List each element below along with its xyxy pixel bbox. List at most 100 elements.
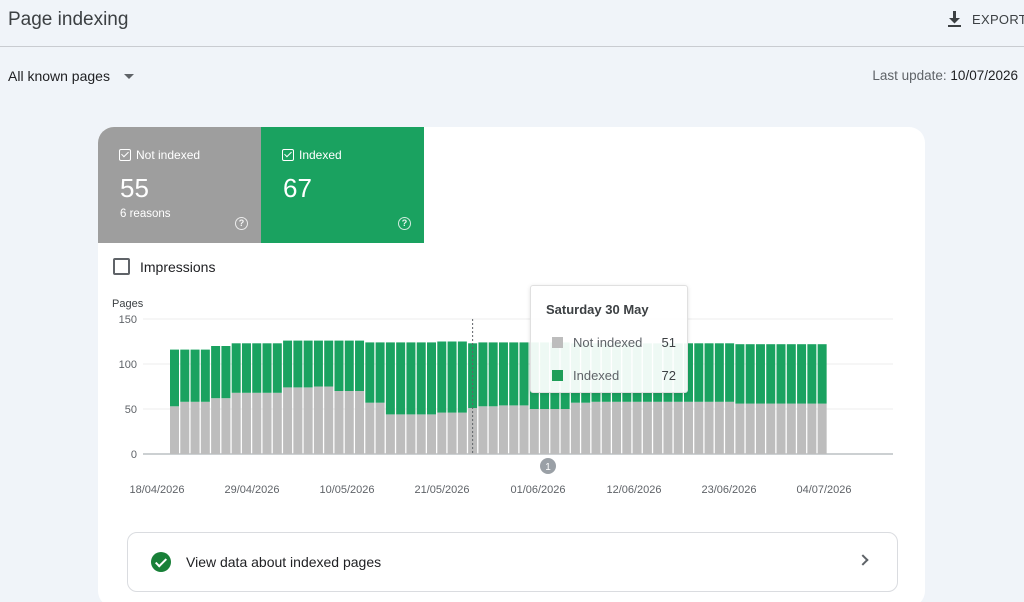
x-tick-label: 01/06/2026	[510, 484, 565, 496]
bar-indexed	[416, 342, 426, 415]
bar-not-indexed	[293, 387, 303, 454]
annotation-label: 1	[545, 462, 551, 473]
y-axis-label: Pages	[112, 298, 144, 310]
bar-indexed	[797, 344, 807, 404]
bar-indexed	[355, 340, 365, 391]
check-circle-icon	[151, 552, 171, 572]
bar-not-indexed	[416, 414, 426, 454]
indexed-swatch	[552, 370, 563, 381]
bar-not-indexed	[601, 401, 611, 454]
bar-not-indexed	[694, 401, 704, 454]
tooltip-value: 51	[661, 335, 676, 350]
bar-not-indexed	[704, 401, 714, 454]
bar-not-indexed	[303, 387, 313, 454]
bar-not-indexed	[540, 409, 550, 454]
bar-not-indexed	[766, 403, 776, 454]
x-tick-label: 04/07/2026	[796, 484, 851, 496]
tooltip-value: 72	[661, 368, 676, 383]
bar-not-indexed	[663, 401, 673, 454]
bar-not-indexed	[776, 403, 786, 454]
bar-not-indexed	[612, 401, 622, 454]
bar-not-indexed	[447, 412, 457, 454]
bar-not-indexed	[786, 403, 796, 454]
tooltip-title: Saturday 30 May	[546, 302, 649, 317]
bar-not-indexed	[437, 412, 447, 454]
help-icon[interactable]: ?	[398, 217, 411, 230]
tooltip-row-indexed: Indexed 72	[552, 368, 676, 383]
not-indexed-tile[interactable]: Not indexed 55 6 reasons ?	[98, 127, 261, 243]
bar-indexed	[519, 342, 529, 406]
bar-indexed	[396, 342, 406, 415]
x-tick-label: 18/04/2026	[129, 484, 184, 496]
bar-not-indexed	[365, 402, 375, 454]
bar-not-indexed	[457, 412, 467, 454]
bar-not-indexed	[560, 409, 570, 454]
bar-indexed	[488, 342, 498, 407]
page-title: Page indexing	[8, 9, 129, 30]
pages-filter-dropdown[interactable]: All known pages	[8, 68, 134, 84]
indexed-label: Indexed	[299, 148, 342, 162]
bar-not-indexed	[745, 403, 755, 454]
y-tick-label: 50	[125, 404, 137, 416]
bar-indexed	[447, 341, 457, 413]
bar-indexed	[365, 342, 375, 403]
bar-not-indexed	[797, 403, 807, 454]
last-update-date: 10/07/2026	[950, 68, 1018, 83]
bar-not-indexed	[252, 392, 262, 454]
bar-not-indexed	[190, 401, 200, 454]
bar-not-indexed	[170, 406, 179, 454]
bar-indexed	[427, 342, 436, 415]
bar-indexed	[324, 340, 334, 387]
bar-not-indexed	[498, 405, 508, 454]
y-tick-label: 100	[119, 359, 137, 371]
bar-not-indexed	[653, 401, 663, 454]
bar-indexed	[344, 340, 354, 391]
view-indexed-pages-link[interactable]: View data about indexed pages	[127, 532, 898, 592]
tooltip-label: Not indexed	[573, 335, 643, 350]
bar-not-indexed	[427, 414, 436, 454]
bar-not-indexed	[406, 414, 416, 454]
bar-indexed	[170, 349, 179, 407]
bar-indexed	[303, 340, 313, 388]
bar-not-indexed	[673, 401, 683, 454]
bar-indexed	[807, 344, 817, 404]
indexed-tile[interactable]: Indexed 67 ?	[261, 127, 424, 243]
impressions-checkbox[interactable]	[113, 258, 130, 275]
not-indexed-count: 55	[120, 173, 149, 203]
bar-not-indexed	[231, 392, 241, 454]
bar-indexed	[200, 349, 210, 402]
impressions-label: Impressions	[140, 258, 216, 275]
checkbox-checked-icon	[119, 149, 131, 161]
not-indexed-reasons: 6 reasons	[120, 208, 171, 220]
bar-indexed	[457, 341, 467, 413]
bar-not-indexed	[200, 401, 210, 454]
dropdown-arrow-icon	[123, 73, 134, 79]
bar-indexed	[498, 342, 508, 406]
help-icon[interactable]: ?	[235, 217, 248, 230]
bar-not-indexed	[283, 387, 293, 454]
bar-indexed	[817, 344, 827, 404]
bar-not-indexed	[324, 386, 334, 454]
view-indexed-label: View data about indexed pages	[186, 554, 382, 570]
annotation-marker	[540, 458, 556, 474]
bar-not-indexed	[262, 392, 272, 454]
not-indexed-swatch	[552, 337, 563, 348]
export-button[interactable]: EXPORT	[946, 8, 1024, 30]
impressions-toggle[interactable]: Impressions	[113, 258, 215, 275]
bar-indexed	[313, 340, 323, 387]
bar-not-indexed	[642, 401, 652, 454]
bar-not-indexed	[355, 391, 365, 454]
bar-not-indexed	[725, 401, 735, 454]
bar-not-indexed	[807, 403, 817, 454]
bar-indexed	[478, 342, 488, 407]
bar-not-indexed	[344, 391, 354, 454]
last-update: Last update: 10/07/2026	[872, 68, 1018, 83]
not-indexed-label: Not indexed	[136, 148, 201, 162]
report-card: Not indexed 55 6 reasons ? Indexed 67 ? …	[98, 127, 925, 602]
bar-indexed	[385, 342, 395, 415]
bar-not-indexed	[385, 414, 395, 454]
top-bar: Page indexing EXPORT	[0, 0, 1024, 47]
indexed-count: 67	[283, 173, 312, 203]
indexing-chart[interactable]: Pages 0 50 100 150 1 18/04/2026 29/04/2026 10/05…	[98, 127, 925, 507]
bar-not-indexed	[241, 392, 251, 454]
